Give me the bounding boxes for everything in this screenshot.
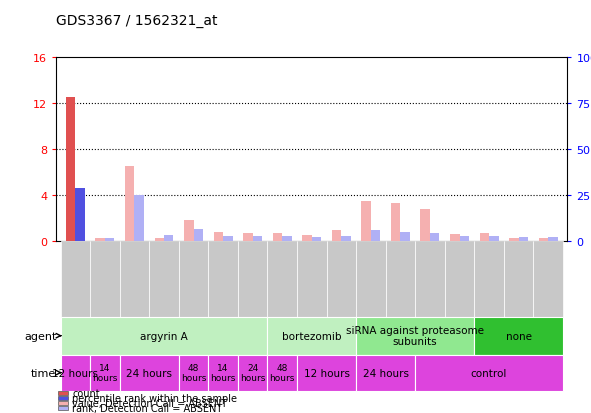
Bar	[282, 236, 292, 242]
Text: none: none	[506, 331, 531, 341]
Bar	[164, 235, 174, 242]
Bar	[303, 236, 312, 242]
Bar	[362, 202, 371, 242]
Bar	[386, 242, 415, 317]
Text: 48
hours: 48 hours	[269, 363, 295, 382]
Bar	[548, 237, 558, 242]
Text: 14
hours: 14 hours	[210, 363, 236, 382]
Bar	[90, 355, 120, 391]
Bar	[356, 242, 386, 317]
Bar	[76, 188, 85, 242]
Bar	[66, 98, 76, 242]
Bar	[119, 242, 149, 317]
Bar	[60, 355, 90, 391]
Bar	[253, 236, 262, 242]
Bar	[58, 396, 68, 400]
Text: value, Detection Call = ABSENT: value, Detection Call = ABSENT	[73, 398, 228, 408]
Text: 24 hours: 24 hours	[363, 368, 408, 378]
Bar	[327, 242, 356, 317]
Bar	[356, 317, 475, 355]
Bar	[489, 236, 499, 242]
Bar	[534, 242, 563, 317]
Bar	[430, 233, 440, 242]
Bar	[475, 317, 563, 355]
Bar	[214, 233, 223, 242]
Bar	[90, 242, 120, 317]
Bar	[371, 230, 381, 242]
Bar	[273, 234, 282, 242]
Bar	[356, 355, 415, 391]
Bar	[415, 242, 445, 317]
Bar	[475, 242, 504, 317]
Bar	[332, 230, 342, 242]
Bar	[539, 238, 548, 242]
Text: 24
hours: 24 hours	[240, 363, 265, 382]
Bar	[135, 196, 144, 242]
Bar	[58, 401, 68, 405]
Bar	[125, 167, 135, 242]
Text: count: count	[73, 388, 100, 398]
Bar	[60, 242, 90, 317]
Bar	[96, 238, 105, 242]
Bar	[58, 406, 68, 410]
Bar	[238, 242, 268, 317]
Bar	[184, 221, 194, 242]
Bar	[223, 236, 233, 242]
Bar	[297, 242, 327, 317]
Text: percentile rank within the sample: percentile rank within the sample	[73, 393, 238, 403]
Bar	[119, 355, 179, 391]
Text: 12 hours: 12 hours	[53, 368, 98, 378]
Bar	[268, 242, 297, 317]
Bar	[60, 317, 268, 355]
Bar	[421, 209, 430, 242]
Bar	[445, 242, 475, 317]
Bar	[209, 242, 238, 317]
Bar	[58, 392, 68, 395]
Bar	[179, 242, 209, 317]
Text: 12 hours: 12 hours	[304, 368, 349, 378]
Bar	[401, 233, 410, 242]
Text: control: control	[471, 368, 507, 378]
Text: agent: agent	[24, 331, 57, 341]
Text: argyrin A: argyrin A	[140, 331, 188, 341]
Bar	[297, 355, 356, 391]
Text: time: time	[31, 368, 57, 378]
Bar	[238, 355, 268, 391]
Bar	[460, 236, 469, 242]
Bar	[155, 238, 164, 242]
Bar	[268, 355, 297, 391]
Bar	[149, 242, 179, 317]
Text: 48
hours: 48 hours	[181, 363, 206, 382]
Text: GDS3367 / 1562321_at: GDS3367 / 1562321_at	[56, 14, 217, 28]
Bar	[194, 230, 203, 242]
Bar	[268, 317, 356, 355]
Bar	[480, 234, 489, 242]
Bar	[504, 242, 534, 317]
Bar	[179, 355, 209, 391]
Bar	[415, 355, 563, 391]
Text: 24 hours: 24 hours	[126, 368, 172, 378]
Text: bortezomib: bortezomib	[282, 331, 342, 341]
Bar	[342, 236, 351, 242]
Bar	[519, 237, 528, 242]
Bar	[312, 237, 322, 242]
Text: rank, Detection Call = ABSENT: rank, Detection Call = ABSENT	[73, 403, 223, 413]
Text: siRNA against proteasome
subunits: siRNA against proteasome subunits	[346, 325, 484, 347]
Bar	[243, 234, 253, 242]
Text: 14
hours: 14 hours	[92, 363, 118, 382]
Bar	[509, 238, 519, 242]
Bar	[450, 235, 460, 242]
Bar	[391, 204, 401, 242]
Bar	[209, 355, 238, 391]
Bar	[105, 238, 115, 242]
